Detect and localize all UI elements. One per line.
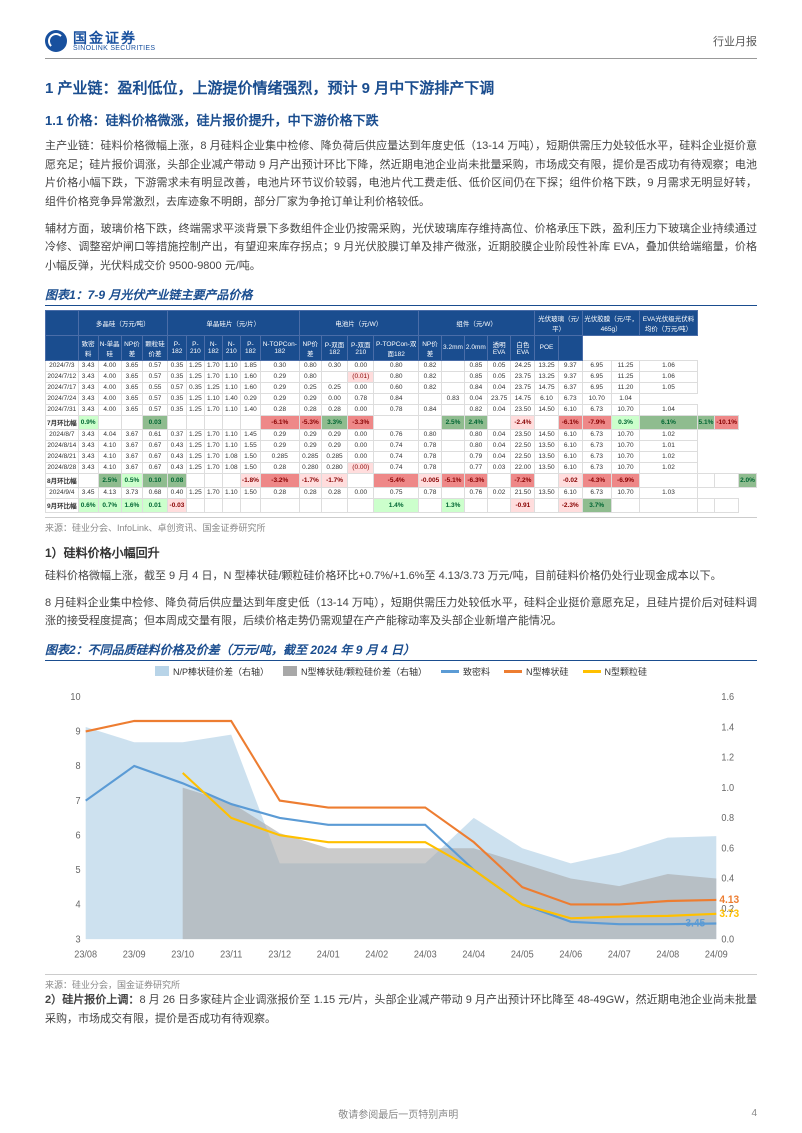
- svg-text:23/09: 23/09: [123, 948, 146, 959]
- sub-2-text: 8 月 26 日多家硅片企业调涨报价至 1.15 元/片，头部企业减产带动 9 …: [45, 994, 757, 1025]
- svg-text:24/03: 24/03: [414, 948, 437, 959]
- svg-text:23/08: 23/08: [74, 948, 97, 959]
- svg-text:23/10: 23/10: [171, 948, 194, 959]
- figure-2-title: 图表2：不同品质硅料价格及价差（万元/吨，截至 2024 年 9 月 4 日）: [45, 641, 757, 661]
- svg-text:5: 5: [76, 864, 81, 875]
- sub-1-heading: 1）硅料价格小幅回升: [45, 544, 757, 561]
- svg-text:8: 8: [76, 760, 81, 771]
- svg-text:23/12: 23/12: [268, 948, 291, 959]
- paragraph-main-chain: 主产业链：硅料价格微幅上涨，8 月硅料企业集中检修、降负荷后供应量达到年度史低（…: [45, 137, 757, 212]
- svg-text:4.13: 4.13: [719, 895, 739, 906]
- document-type: 行业月报: [713, 33, 757, 49]
- section-1-1-heading: 1.1 价格：硅料价格微涨，硅片报价提升，中下游价格下跌: [45, 110, 757, 129]
- svg-text:24/07: 24/07: [608, 948, 631, 959]
- svg-text:24/04: 24/04: [462, 948, 485, 959]
- silicon-price-chart: 3456789100.00.20.40.60.81.01.21.41.623/0…: [45, 686, 757, 966]
- svg-text:1.2: 1.2: [721, 751, 734, 762]
- svg-text:24/08: 24/08: [656, 948, 679, 959]
- footer-disclaimer: 敬请参阅最后一页特别声明: [45, 1106, 751, 1121]
- svg-text:6: 6: [76, 829, 81, 840]
- page-number: 4: [751, 1108, 757, 1119]
- page-header: 国金证券 SINOLINK SECURITIES 行业月报: [45, 30, 757, 59]
- svg-text:0.6: 0.6: [721, 842, 734, 853]
- figure-1-source: 来源：硅业分会、InfoLink、卓创资讯、国金证券研究所: [45, 517, 757, 534]
- sub-2-label: 2）硅片报价上调：: [45, 994, 139, 1006]
- paragraph-wafer: 2）硅片报价上调：8 月 26 日多家硅片企业调涨报价至 1.15 元/片，头部…: [45, 991, 757, 1028]
- company-name-en: SINOLINK SECURITIES: [73, 45, 155, 52]
- svg-text:3.45: 3.45: [685, 918, 705, 929]
- svg-text:24/01: 24/01: [317, 948, 340, 959]
- company-name-cn: 国金证券: [73, 31, 155, 45]
- svg-text:3: 3: [76, 933, 81, 944]
- price-table: 多晶硅（万元/吨）单晶硅片（元/片）电池片（元/W）组件（元/W）光伏玻璃（元/…: [45, 310, 757, 513]
- paragraph-silicon-2: 8 月硅料企业集中检修、降负荷后供应量达到年度史低（13-14 万吨），短期供需…: [45, 594, 757, 631]
- chart-legend: N/P棒状硅价差（右轴）N型棒状硅/颗粒硅价差（右轴）致密料N型棒状硅N型颗粒硅: [45, 665, 757, 678]
- svg-text:9: 9: [76, 725, 81, 736]
- svg-text:4: 4: [76, 898, 81, 909]
- svg-text:24/05: 24/05: [511, 948, 534, 959]
- svg-text:1.4: 1.4: [721, 721, 734, 732]
- paragraph-silicon-1: 硅料价格微幅上涨，截至 9 月 4 日，N 型棒状硅/颗粒硅价格环比+0.7%/…: [45, 567, 757, 586]
- company-logo: 国金证券 SINOLINK SECURITIES: [45, 30, 155, 52]
- svg-text:24/09: 24/09: [705, 948, 728, 959]
- svg-text:0.8: 0.8: [721, 812, 734, 823]
- figure-2-source: 来源：硅业分会，国金证券研究所: [45, 974, 757, 991]
- svg-text:1.6: 1.6: [721, 691, 734, 702]
- svg-text:23/11: 23/11: [220, 948, 242, 959]
- svg-text:24/06: 24/06: [559, 948, 582, 959]
- section-1-heading: 1 产业链：盈利低位，上游提价情绪强烈，预计 9 月中下游排产下调: [45, 77, 757, 98]
- svg-text:1.0: 1.0: [721, 781, 734, 792]
- svg-text:0.0: 0.0: [721, 933, 734, 944]
- figure-1-title: 图表1：7-9 月光伏产业链主要产品价格: [45, 286, 757, 306]
- svg-text:10: 10: [70, 691, 80, 702]
- svg-text:7: 7: [76, 794, 81, 805]
- svg-text:0.4: 0.4: [721, 872, 734, 883]
- logo-icon: [45, 30, 67, 52]
- svg-text:3.73: 3.73: [719, 909, 739, 920]
- paragraph-aux-materials: 辅材方面，玻璃价格下跌，终端需求平淡背景下多数组件企业仍按需采购，光伏玻璃库存维…: [45, 220, 757, 276]
- page-footer: 敬请参阅最后一页特别声明 4: [0, 1106, 802, 1121]
- price-table-wrap: 多晶硅（万元/吨）单晶硅片（元/片）电池片（元/W）组件（元/W）光伏玻璃（元/…: [45, 310, 757, 513]
- svg-text:24/02: 24/02: [365, 948, 388, 959]
